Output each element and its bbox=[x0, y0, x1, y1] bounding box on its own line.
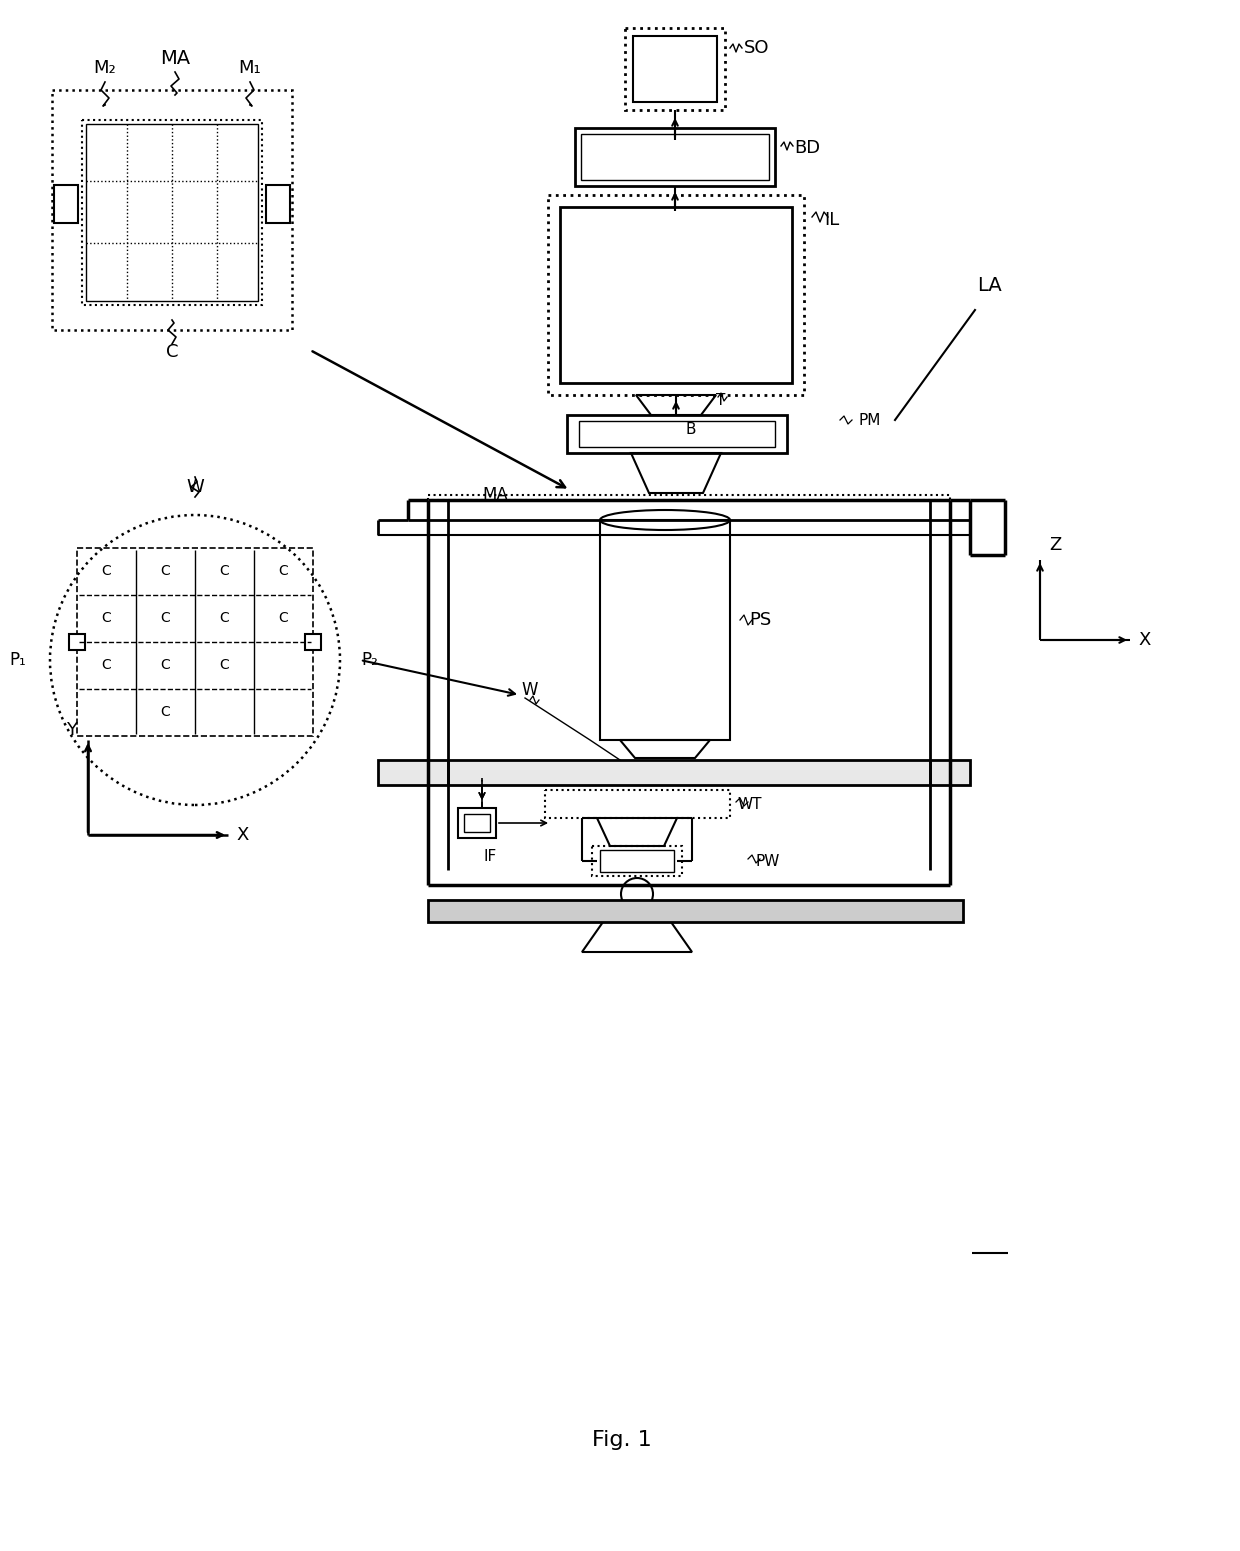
Text: IF: IF bbox=[484, 848, 497, 864]
Text: X: X bbox=[1138, 631, 1151, 648]
Polygon shape bbox=[305, 634, 321, 650]
Text: C: C bbox=[102, 611, 110, 625]
Polygon shape bbox=[378, 760, 970, 785]
Polygon shape bbox=[55, 185, 78, 223]
Text: C: C bbox=[160, 658, 170, 672]
Text: C: C bbox=[278, 565, 288, 579]
Text: P₂: P₂ bbox=[362, 651, 378, 668]
Text: IL: IL bbox=[825, 211, 839, 230]
Text: X: X bbox=[237, 827, 249, 844]
Text: WT: WT bbox=[738, 797, 763, 811]
Text: Y: Y bbox=[67, 721, 78, 738]
Polygon shape bbox=[428, 900, 963, 921]
Text: C: C bbox=[160, 565, 170, 579]
Text: C: C bbox=[219, 611, 229, 625]
Text: T: T bbox=[717, 392, 725, 408]
Text: W: W bbox=[522, 681, 538, 700]
Text: BD: BD bbox=[794, 140, 820, 157]
Polygon shape bbox=[69, 634, 86, 650]
Text: C: C bbox=[278, 611, 288, 625]
Text: Z: Z bbox=[1049, 537, 1061, 554]
Text: M₂: M₂ bbox=[94, 59, 117, 78]
Text: MA: MA bbox=[482, 485, 508, 504]
Text: P₁: P₁ bbox=[10, 651, 26, 668]
Text: PS: PS bbox=[749, 611, 771, 630]
Text: PM: PM bbox=[859, 413, 882, 428]
Text: C: C bbox=[102, 658, 110, 672]
Text: C: C bbox=[219, 565, 229, 579]
Text: SO: SO bbox=[744, 39, 770, 57]
Text: PW: PW bbox=[756, 853, 780, 869]
Text: C: C bbox=[160, 611, 170, 625]
Text: C: C bbox=[166, 343, 179, 361]
Text: C: C bbox=[219, 658, 229, 672]
Text: B: B bbox=[686, 422, 696, 436]
Text: W: W bbox=[186, 478, 203, 496]
Text: C: C bbox=[102, 565, 110, 579]
Text: LA: LA bbox=[977, 276, 1002, 295]
Text: Fig. 1: Fig. 1 bbox=[593, 1430, 652, 1450]
Text: MA: MA bbox=[160, 48, 190, 68]
Polygon shape bbox=[267, 185, 290, 223]
Text: M₁: M₁ bbox=[238, 59, 262, 78]
Text: C: C bbox=[160, 706, 170, 720]
